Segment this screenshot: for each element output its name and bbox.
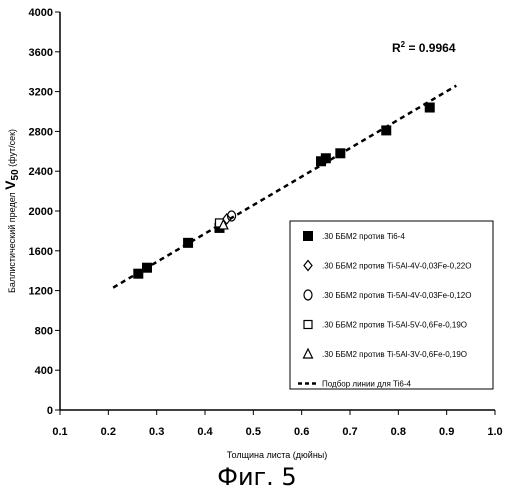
x-tick-label: 1.0 <box>487 426 502 438</box>
legend-label: .30 ББМ2 против Ti-5Al-4V-0,03Fe-0,22O <box>322 262 471 271</box>
data-point-series-1 <box>133 269 143 279</box>
legend-label: Подбор линии для Ti6-4 <box>322 380 411 389</box>
x-tick-label: 0.2 <box>101 426 116 438</box>
x-tick-label: 0.1 <box>52 426 67 438</box>
y-tick-label: 3600 <box>29 47 53 59</box>
y-tick-label: 400 <box>35 365 53 377</box>
y-tick-label: 4000 <box>29 7 53 19</box>
legend-swatch-4 <box>304 321 312 329</box>
legend: .30 ББМ2 против Ti6-4 .30 ББМ2 против Ti-… <box>290 221 493 389</box>
data-point-series-1 <box>335 148 345 158</box>
y-tick-label: 800 <box>35 325 53 337</box>
data-point-series-1 <box>381 125 391 135</box>
figure-caption: Фиг. 5 <box>0 463 514 491</box>
legend-label: .30 ББМ2 против Ti-5Al-5V-0,6Fe-0,19O <box>322 321 467 330</box>
legend-label: .30 ББМ2 против Ti-5Al-4V-0,03Fe-0,12O <box>322 291 471 300</box>
y-tick-label: 1600 <box>29 246 53 258</box>
y-tick-label: 2400 <box>29 166 53 178</box>
x-tick-label: 0.9 <box>439 426 454 438</box>
chart: 0.1 0.2 0.3 0.4 0.5 0.6 0.7 0.8 0.9 1.0 0 400 800 120… <box>0 0 514 460</box>
y-tick-label: 1200 <box>29 286 53 298</box>
legend-label: .30 ББМ2 против Ti-5Al-3V-0,6Fe-0,19O <box>322 350 467 359</box>
data-point-series-1 <box>321 153 331 163</box>
data-point-series-1 <box>183 238 193 248</box>
y-tick-label: 2800 <box>29 126 53 138</box>
x-tick-label: 0.6 <box>294 426 309 438</box>
y-axis-label: Баллистический предел V50 (фут/сек) <box>2 129 21 293</box>
y-tick-label: 3200 <box>29 87 53 99</box>
legend-box <box>290 221 493 389</box>
x-tick-label: 0.5 <box>246 426 261 438</box>
y-tick-label: 0 <box>47 405 53 417</box>
y-tick-label: 2000 <box>29 206 53 218</box>
data-point-series-1 <box>425 103 435 113</box>
x-tick-label: 0.8 <box>391 426 406 438</box>
legend-label: .30 ББМ2 против Ti6-4 <box>322 232 405 241</box>
x-tick-label: 0.7 <box>342 426 357 438</box>
x-axis-label: Толщина листа (дюйны) <box>227 450 328 460</box>
legend-swatch-1 <box>303 231 313 241</box>
x-tick-label: 0.4 <box>197 426 213 438</box>
x-tick-label: 0.3 <box>149 426 164 438</box>
data-point-series-1 <box>142 263 152 273</box>
r-squared-annotation: R2 = 0.9964 <box>392 40 456 55</box>
